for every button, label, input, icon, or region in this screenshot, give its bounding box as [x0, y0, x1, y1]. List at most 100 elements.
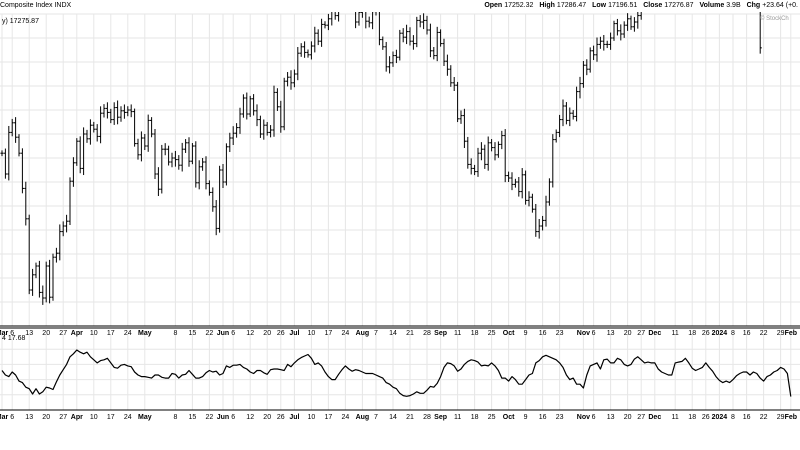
price-bar-16 — [54, 247, 58, 263]
x-tick-label-top-8: 24 — [124, 330, 132, 337]
price-bar-109 — [371, 12, 375, 30]
x-tick-label-bottom-19: 10 — [308, 414, 316, 421]
x-tick-label-bottom-15: 12 — [246, 414, 254, 421]
price-bar-83 — [282, 77, 286, 131]
price-bar-9 — [31, 268, 35, 296]
price-bar-157 — [534, 203, 538, 237]
price-bar-180 — [612, 20, 616, 41]
x-tick-label-bottom-22: Aug — [356, 414, 370, 421]
price-bar-151 — [513, 178, 517, 188]
price-bar-97 — [330, 12, 333, 26]
price-bar-62 — [211, 187, 215, 212]
price-bar-116 — [394, 49, 398, 64]
price-bar-114 — [388, 56, 392, 74]
x-tick-label-top-21: 24 — [342, 330, 350, 337]
x-tick-label-bottom-18: Jul — [289, 414, 299, 421]
price-bar-106 — [360, 12, 363, 18]
price-bar-30 — [102, 104, 106, 118]
price-bar-75 — [255, 104, 259, 127]
x-tick-label-top-7: 17 — [107, 330, 115, 337]
price-bar-186 — [632, 17, 636, 32]
x-tick-label-top-48: 29 — [777, 330, 785, 337]
price-bar-72 — [245, 92, 249, 120]
x-tick-label-top-3: 20 — [42, 330, 50, 337]
price-bar-123 — [418, 15, 422, 28]
x-tick-label-bottom-34: 23 — [556, 414, 564, 421]
price-bar-126 — [428, 23, 432, 58]
x-tick-label-top-23: 7 — [374, 330, 378, 337]
price-bar-138 — [469, 158, 473, 175]
chart-header: Composite Index INDX Open 17252.32 High 17… — [0, 0, 800, 12]
price-bar-223 — [759, 12, 762, 54]
x-tick-label-top-4: 27 — [59, 330, 67, 337]
indicator-gridlines — [0, 334, 800, 410]
x-tick-label-top-47: 22 — [760, 330, 768, 337]
price-bar-81 — [275, 88, 279, 111]
x-tick-label-top-5: Apr — [71, 330, 83, 337]
price-bar-18 — [61, 221, 65, 237]
price-bar-46 — [156, 167, 160, 197]
price-bar-111 — [378, 12, 381, 46]
x-tick-label-bottom-40: Dec — [648, 414, 661, 421]
price-bar-90 — [306, 49, 310, 58]
x-tick-label-bottom-14: 6 — [231, 414, 235, 421]
price-bar-63 — [214, 200, 218, 236]
price-bar-179 — [609, 32, 613, 50]
price-bar-104 — [355, 12, 358, 29]
open-value: 17252.32 — [504, 2, 534, 9]
price-bar-78 — [265, 122, 269, 136]
price-bar-184 — [626, 13, 630, 31]
price-bar-66 — [224, 143, 228, 186]
ohlc-readout: Open 17252.32 High 17286.47 Low 17196.51 Cl… — [480, 0, 798, 12]
x-tick-label-bottom-5: Apr — [71, 414, 83, 421]
x-tick-label-bottom-9: May — [138, 414, 152, 421]
x-tick-label-top-41: 11 — [672, 330, 679, 337]
x-tick-label-top-40: Dec — [648, 330, 661, 337]
x-tick-label-top-29: 18 — [471, 330, 479, 337]
price-bar-175 — [595, 37, 599, 62]
x-tick-label-top-39: 27 — [637, 330, 645, 337]
x-tick-label-bottom-48: 29 — [777, 414, 785, 421]
price-bar-89 — [303, 41, 307, 58]
price-bar-32 — [109, 108, 113, 124]
x-tick-label-top-13: Jun — [217, 330, 229, 337]
price-bar-160 — [544, 195, 548, 227]
price-bar-87 — [296, 47, 300, 81]
x-tick-label-bottom-35: Nov — [577, 414, 590, 421]
price-bar-65 — [221, 164, 225, 188]
price-bar-0 — [0, 150, 4, 157]
price-bar-141 — [479, 142, 483, 161]
x-tick-label-bottom-10: 8 — [173, 414, 177, 421]
x-tick-label-bottom-33: 16 — [539, 414, 547, 421]
x-tick-label-top-25: 21 — [406, 330, 414, 337]
price-bar-93 — [316, 29, 320, 46]
x-tick-label-bottom-23: 7 — [374, 414, 378, 421]
x-tick-label-bottom-29: 18 — [471, 414, 479, 421]
price-bar-40 — [136, 138, 140, 160]
x-tick-label-bottom-45: 8 — [731, 414, 735, 421]
price-bar-44 — [150, 117, 154, 138]
x-tick-label-top-18: Jul — [289, 330, 299, 337]
price-bar-122 — [415, 16, 419, 48]
price-bar-31 — [105, 102, 109, 119]
price-bar-74 — [252, 94, 256, 116]
x-tick-label-top-26: 28 — [423, 330, 431, 337]
price-bar-128 — [435, 26, 439, 62]
indicator-line — [1, 349, 792, 397]
x-tick-label-top-43: 26 — [702, 330, 710, 337]
x-tick-label-top-9: May — [138, 330, 152, 337]
x-tick-label-bottom-30: 25 — [488, 414, 496, 421]
price-bar-77 — [262, 119, 266, 140]
price-bar-163 — [554, 129, 558, 143]
price-bar-131 — [445, 54, 449, 76]
price-bar-57 — [194, 141, 198, 188]
price-bar-64 — [218, 165, 222, 233]
price-bar-52 — [177, 155, 181, 170]
price-bar-178 — [605, 40, 609, 49]
price-bar-28 — [95, 124, 99, 142]
price-bar-50 — [170, 152, 174, 168]
price-bar-150 — [510, 172, 514, 191]
price-bar-170 — [578, 76, 582, 99]
price-bar-35 — [119, 106, 123, 122]
price-bar-71 — [241, 94, 245, 118]
